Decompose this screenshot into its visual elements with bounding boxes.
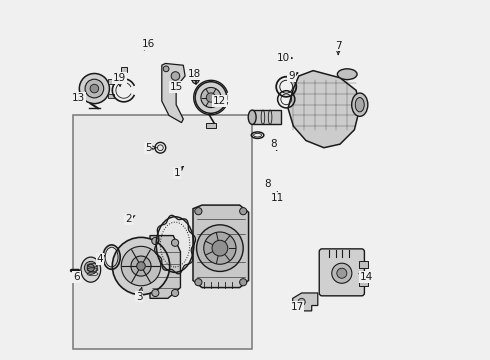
Circle shape [172,239,179,246]
Text: 2: 2 [125,215,132,224]
Circle shape [172,289,179,297]
Ellipse shape [337,69,357,80]
Polygon shape [293,293,318,311]
Polygon shape [150,235,180,298]
FancyBboxPatch shape [73,116,252,348]
Ellipse shape [81,257,100,282]
Ellipse shape [248,110,256,125]
Text: 11: 11 [270,193,284,203]
Circle shape [112,237,170,295]
Circle shape [152,237,159,244]
Bar [359,279,368,286]
Text: 14: 14 [360,272,373,282]
Circle shape [298,298,305,306]
Text: 15: 15 [170,82,183,92]
Circle shape [85,79,104,98]
Bar [108,79,115,84]
Circle shape [212,240,228,256]
Circle shape [206,93,216,102]
Ellipse shape [352,93,368,116]
Circle shape [122,246,161,286]
Circle shape [137,262,146,270]
Circle shape [152,289,159,297]
Bar [108,94,115,98]
Text: 8: 8 [264,179,270,189]
Ellipse shape [355,98,364,112]
Text: 8: 8 [270,139,277,149]
Text: 10: 10 [277,53,290,63]
Text: 17: 17 [291,302,304,312]
Text: 4: 4 [97,254,103,264]
Circle shape [192,77,199,84]
Text: 5: 5 [145,143,151,153]
Polygon shape [162,63,185,123]
Polygon shape [288,71,360,148]
Circle shape [163,66,169,72]
Text: 12: 12 [213,96,226,106]
Circle shape [201,87,221,108]
Circle shape [171,72,180,80]
Circle shape [337,268,347,278]
Circle shape [204,232,236,264]
Circle shape [196,225,243,271]
Text: 1: 1 [173,168,180,178]
Circle shape [84,261,97,274]
Circle shape [240,208,247,215]
Circle shape [240,279,247,286]
Circle shape [195,82,227,113]
Circle shape [332,263,352,283]
Text: 19: 19 [113,73,126,83]
Text: 7: 7 [335,41,342,50]
Text: 6: 6 [73,272,80,282]
Polygon shape [193,205,248,288]
Circle shape [131,256,151,276]
Bar [252,110,281,125]
Text: 13: 13 [72,93,85,103]
Text: 18: 18 [188,69,201,79]
Circle shape [195,279,202,286]
Circle shape [79,73,109,104]
Bar [359,261,368,268]
Circle shape [195,208,202,215]
Circle shape [87,264,95,271]
Text: 3: 3 [136,292,143,302]
Bar [121,67,126,72]
Text: 9: 9 [288,71,295,81]
FancyBboxPatch shape [319,249,365,296]
Text: 16: 16 [142,39,155,49]
Circle shape [90,84,98,93]
Bar [205,123,216,129]
